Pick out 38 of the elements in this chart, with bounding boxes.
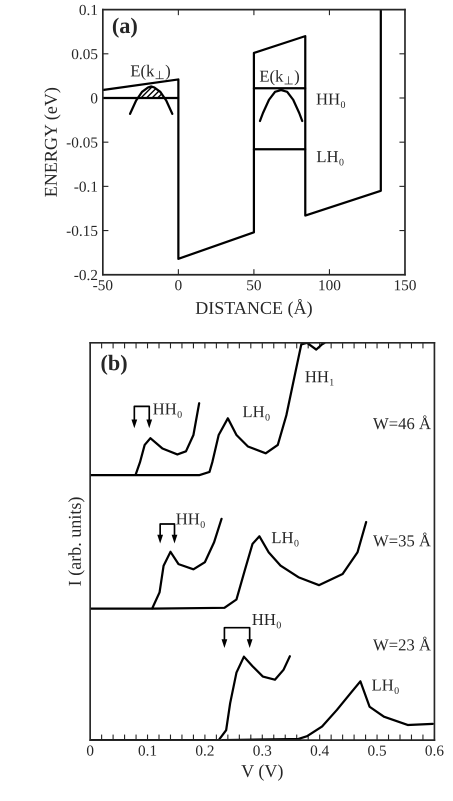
annotation: LH₀: [242, 406, 270, 421]
x-axis-title: V (V): [241, 764, 283, 781]
annotation: W=35 Å: [373, 532, 431, 547]
annotation: LH₀: [316, 151, 344, 166]
x-tick-label: 150: [394, 280, 416, 290]
annotation: LH₀: [372, 680, 399, 694]
annotation: HH₀: [316, 94, 346, 108]
y-axis-title: ENERGY (eV): [44, 88, 61, 197]
annotation: HH₀: [176, 514, 205, 528]
x-tick-label: 0.6: [425, 745, 444, 756]
annotation: W=46 Å: [373, 415, 431, 430]
y-tick-label: 0.1: [79, 4, 98, 16]
y-tick-label: -0.05: [66, 137, 98, 148]
annotation: LH₀: [272, 532, 299, 547]
annotation: E(k$_{⊥}$): [130, 64, 170, 80]
annotation: (b): [101, 354, 127, 375]
x-tick-label: 100: [319, 280, 340, 290]
x-tick-label: 0.1: [138, 745, 156, 756]
y-tick-label: -0.1: [74, 182, 98, 192]
x-tick-label: 0: [175, 280, 182, 290]
y-tick-label: 0: [90, 93, 98, 104]
x-tick-label: 0.4: [310, 745, 329, 756]
annotation: HH₀: [252, 614, 281, 628]
x-tick-label: 0.3: [253, 745, 272, 756]
x-tick-label: 0.2: [196, 745, 214, 756]
x-tick-label: 0.5: [368, 745, 386, 756]
y-axis-title: I (arb. units): [68, 497, 85, 586]
y-tick-label: 0.05: [72, 48, 98, 60]
annotation: (a): [112, 18, 137, 38]
y-tick-label: -0.2: [74, 270, 98, 280]
x-tick-label: 50: [247, 280, 261, 290]
annotation: HH₀: [153, 403, 182, 418]
annotation: HH₁: [305, 371, 334, 386]
annotation: E(k$_{⊥}$): [260, 70, 299, 86]
x-tick-label: -50: [93, 280, 112, 290]
x-axis-title: DISTANCE (Å): [196, 299, 312, 318]
y-tick-label: -0.15: [66, 226, 98, 236]
annotation: W=23 Å: [373, 636, 431, 651]
